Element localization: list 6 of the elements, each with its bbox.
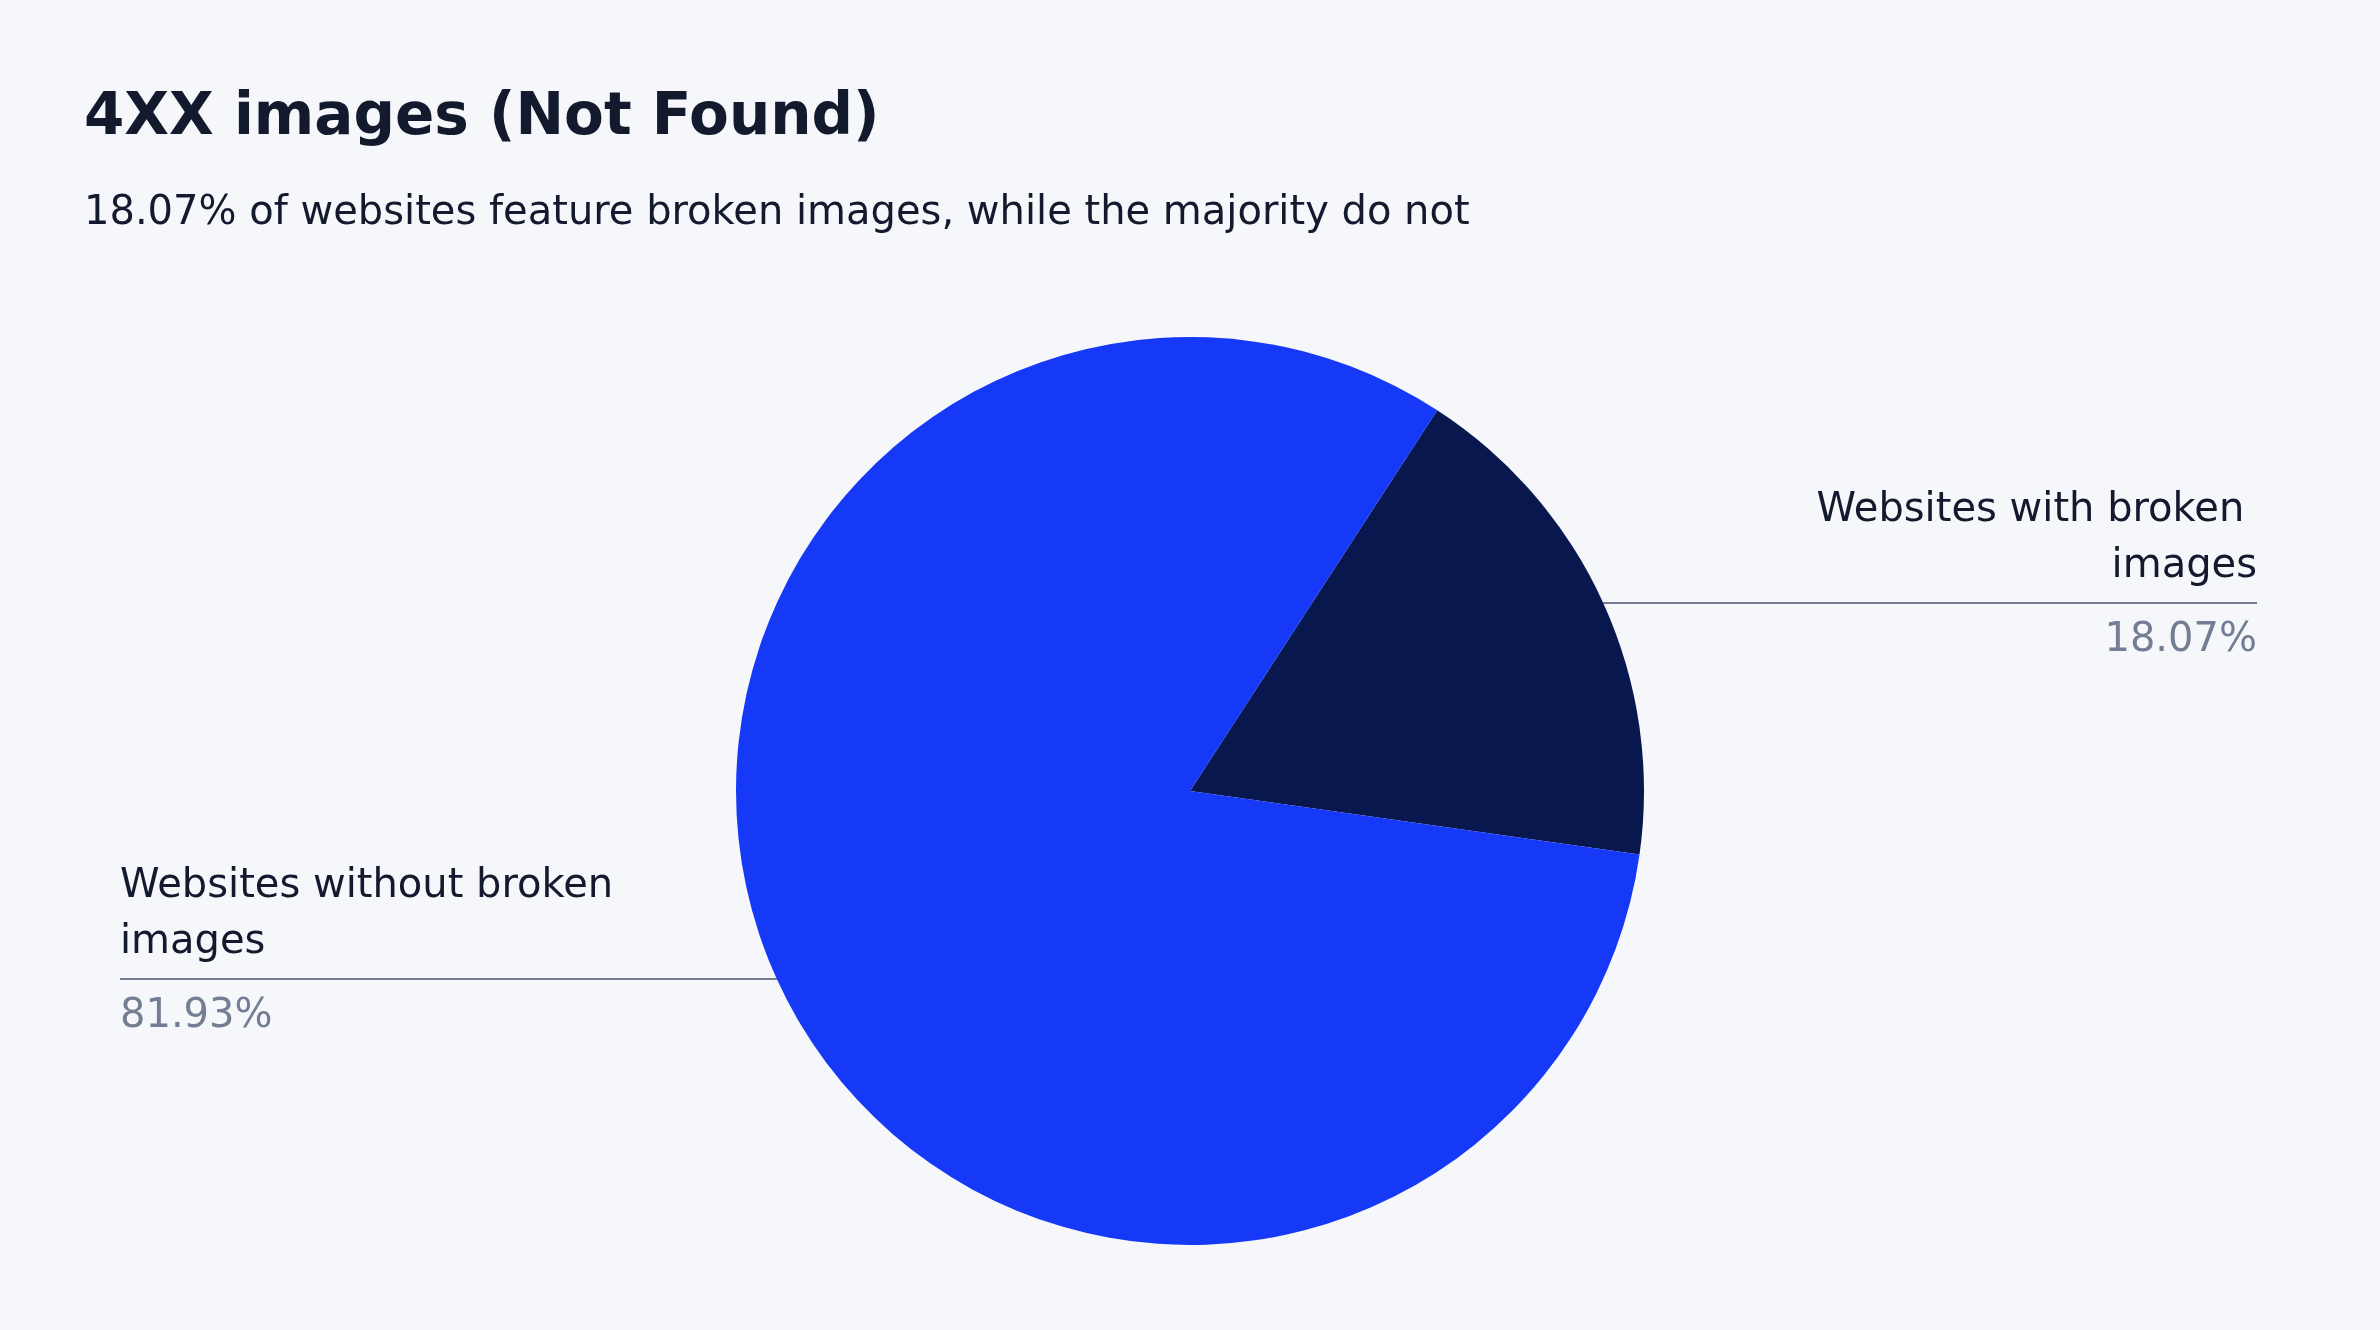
chart-title: 4XX images (Not Found) <box>84 80 880 148</box>
chart-subtitle: 18.07% of websites feature broken images, while the majority do not <box>84 187 1470 233</box>
data-label: 18.07% <box>2104 613 2257 660</box>
data-label: 81.93% <box>120 990 273 1037</box>
slice-label: Websites without broken images <box>120 860 626 963</box>
slice-label: Websites with broken images <box>1816 483 2257 586</box>
